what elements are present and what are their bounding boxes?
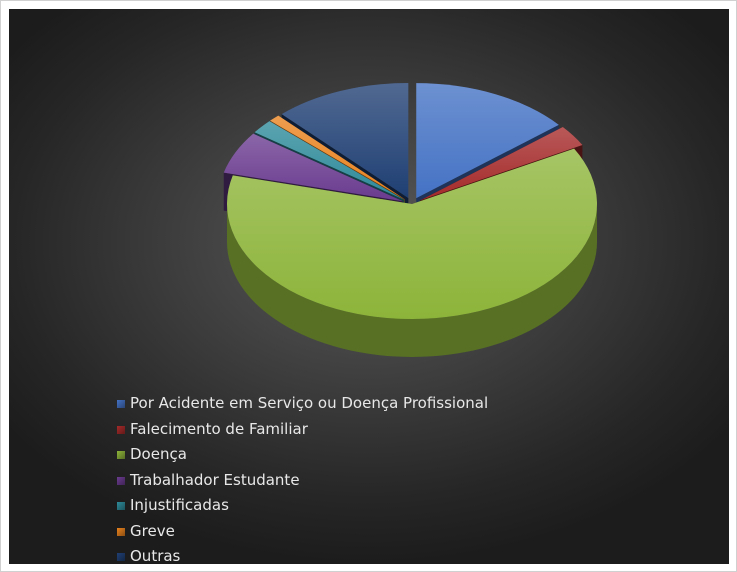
legend-label: Greve [130,521,175,540]
pie-slices [223,82,597,319]
legend-entry: Greve [117,519,488,545]
legend-entry: Outras [117,544,488,570]
legend-entry: Doença [117,442,488,468]
legend-swatch [117,502,125,510]
legend-swatch [117,553,125,561]
pie-slice-sheen-1 [420,127,583,201]
legend-label: Outras [130,547,181,565]
legend-swatch [117,400,125,408]
pie-slice-sheen-0 [416,83,559,199]
legend-entry: Por Acidente em Serviço ou Doença Profis… [117,391,488,417]
legend-entry: Falecimento de Familiar [117,417,488,443]
legend-swatch [117,476,125,485]
pie-slice-sheen-2 [227,148,597,319]
legend-label: Por Acidente em Serviço ou Doença Profis… [130,394,489,412]
pie-slice-sheen-6 [281,82,409,198]
legend-swatch [117,425,125,434]
pie-slice-sheen-5 [270,115,405,200]
legend-label: Falecimento de Familiar [130,419,308,438]
pie-slice-sheen-4 [254,121,405,200]
legend-label: Doença [130,445,187,463]
legend-entry: Trabalhador Estudante [117,468,488,494]
legend-entry: Injustificadas [117,493,488,519]
legend-swatch [117,451,125,459]
pie-chart [223,82,597,357]
plot-area: Por Acidente em Serviço ou Doença Profis… [9,9,729,565]
pie-slice-sheen-3 [223,133,403,202]
legend-label: Injustificadas [130,496,229,514]
legend-swatch [117,527,125,536]
slice-side-2-0 [227,204,597,357]
legend-label: Trabalhador Estudante [130,470,300,489]
legend: Por Acidente em Serviço ou Doença Profis… [117,391,488,570]
